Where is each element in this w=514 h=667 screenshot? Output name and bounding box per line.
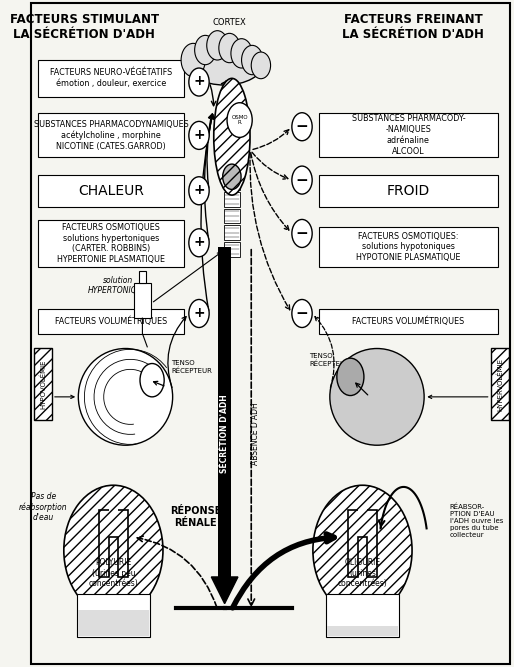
Text: OSMO
R.: OSMO R.	[231, 115, 248, 125]
FancyBboxPatch shape	[224, 192, 240, 207]
Circle shape	[292, 166, 312, 194]
FancyBboxPatch shape	[39, 60, 183, 97]
Circle shape	[251, 52, 270, 79]
Circle shape	[189, 177, 209, 205]
FancyBboxPatch shape	[39, 175, 183, 207]
FancyBboxPatch shape	[33, 348, 52, 420]
Bar	[218, 247, 231, 584]
Circle shape	[207, 31, 228, 60]
FancyBboxPatch shape	[319, 113, 498, 157]
Circle shape	[189, 299, 209, 327]
Text: +: +	[193, 306, 205, 319]
FancyBboxPatch shape	[319, 227, 498, 267]
FancyBboxPatch shape	[78, 610, 149, 636]
Ellipse shape	[313, 486, 412, 615]
Circle shape	[242, 45, 263, 75]
Text: RÉPONSE
RÉNALE: RÉPONSE RÉNALE	[170, 506, 222, 528]
Circle shape	[219, 33, 240, 63]
Text: −: −	[296, 226, 308, 241]
Circle shape	[337, 358, 364, 396]
FancyBboxPatch shape	[491, 348, 509, 420]
Circle shape	[189, 229, 209, 257]
FancyBboxPatch shape	[319, 175, 498, 207]
Circle shape	[292, 113, 312, 141]
Ellipse shape	[214, 79, 250, 195]
Text: +: +	[193, 235, 205, 249]
Ellipse shape	[64, 486, 163, 615]
FancyArrow shape	[211, 577, 238, 604]
FancyBboxPatch shape	[224, 175, 240, 190]
FancyBboxPatch shape	[39, 309, 183, 334]
Text: −: −	[296, 173, 308, 187]
FancyBboxPatch shape	[326, 594, 399, 637]
Text: POLYURIE
(urines peu
concentrées): POLYURIE (urines peu concentrées)	[88, 558, 138, 588]
Circle shape	[189, 121, 209, 149]
Text: Pas de
réabsorption
d'eau: Pas de réabsorption d'eau	[19, 492, 67, 522]
FancyBboxPatch shape	[139, 271, 146, 283]
Text: FACTEURS VOLUMÉTRIQUES: FACTEURS VOLUMÉTRIQUES	[55, 317, 167, 326]
Text: SUBSTANCES PHARMACODYNAMIQUES
acétylcholine , morphine
NICOTINE (CATES.GARROD): SUBSTANCES PHARMACODYNAMIQUES acétylchol…	[33, 119, 188, 151]
Ellipse shape	[330, 348, 424, 446]
Text: FROID: FROID	[387, 184, 430, 197]
FancyBboxPatch shape	[39, 113, 183, 157]
Text: RÉABSOR-
PTION D'EAU
l'ADH ouvre les
pores du tube
collecteur: RÉABSOR- PTION D'EAU l'ADH ouvre les por…	[450, 504, 503, 538]
FancyBboxPatch shape	[39, 220, 183, 267]
Text: TENSO
RÉCEPTEUR: TENSO RÉCEPTEUR	[172, 360, 212, 374]
Text: ABSENCE D'ADH: ABSENCE D'ADH	[251, 402, 260, 465]
Circle shape	[227, 103, 252, 137]
Text: SUBSTANCES PHARMACODY-
-NAMIQUES
adrénaline
ALCOOL: SUBSTANCES PHARMACODY- -NAMIQUES adrénal…	[352, 115, 465, 155]
Ellipse shape	[186, 41, 263, 85]
Text: solution
HYPERTONIQUE: solution HYPERTONIQUE	[88, 275, 149, 295]
Circle shape	[195, 35, 216, 65]
Text: CORTEX: CORTEX	[213, 18, 246, 27]
Text: FACTEURS NEURO-VÉGÉTATIFS
émotion , douleur, exercice: FACTEURS NEURO-VÉGÉTATIFS émotion , doul…	[50, 69, 172, 88]
Text: OLIGURIE
(urines
concentrées): OLIGURIE (urines concentrées)	[338, 558, 388, 588]
FancyBboxPatch shape	[224, 142, 240, 157]
Text: FACTEURS OSMOTIQUES:
solutions hypotoniques
HYPOTONIE PLASMATIQUE: FACTEURS OSMOTIQUES: solutions hypotoniq…	[356, 231, 461, 262]
FancyBboxPatch shape	[319, 309, 498, 334]
Circle shape	[292, 219, 312, 247]
Circle shape	[292, 299, 312, 327]
Text: −: −	[296, 306, 308, 321]
Text: +: +	[193, 128, 205, 141]
Circle shape	[231, 39, 252, 68]
FancyBboxPatch shape	[224, 209, 240, 223]
Text: FACTEURS STIMULANT
LA SÉCRÉTION D'ADH: FACTEURS STIMULANT LA SÉCRÉTION D'ADH	[10, 13, 159, 41]
FancyBboxPatch shape	[224, 159, 240, 173]
Ellipse shape	[78, 348, 173, 446]
Text: −: −	[296, 119, 308, 134]
Circle shape	[181, 43, 205, 77]
Text: FACTEURS OSMOTIQUES
solutions hypertoniques
(CARTER. ROBBINS)
HYPERTONIE PLASMAT: FACTEURS OSMOTIQUES solutions hypertoniq…	[57, 223, 165, 264]
Text: +: +	[193, 75, 205, 88]
FancyBboxPatch shape	[224, 225, 240, 240]
Ellipse shape	[223, 164, 241, 189]
FancyBboxPatch shape	[77, 594, 150, 637]
Text: +: +	[193, 183, 205, 197]
Text: FACTEURS FREINANT
LA SÉCRÉTION D'ADH: FACTEURS FREINANT LA SÉCRÉTION D'ADH	[342, 13, 484, 41]
Text: FACTEURS VOLUMÉTRIQUES: FACTEURS VOLUMÉTRIQUES	[352, 317, 465, 326]
Circle shape	[140, 364, 164, 397]
FancyBboxPatch shape	[224, 242, 240, 257]
Text: HYPOVOLÉMIE: HYPOVOLÉMIE	[40, 360, 46, 409]
Text: SÉCRÉTION D'ADH: SÉCRÉTION D'ADH	[220, 394, 229, 473]
Text: TENSO
RÉCEPTEUR: TENSO RÉCEPTEUR	[309, 354, 350, 367]
FancyBboxPatch shape	[327, 626, 398, 636]
FancyBboxPatch shape	[134, 283, 151, 318]
Text: CHALEUR: CHALEUR	[78, 184, 144, 197]
Circle shape	[189, 68, 209, 96]
Text: HYPERVOLÉMIE: HYPERVOLÉMIE	[497, 358, 503, 411]
